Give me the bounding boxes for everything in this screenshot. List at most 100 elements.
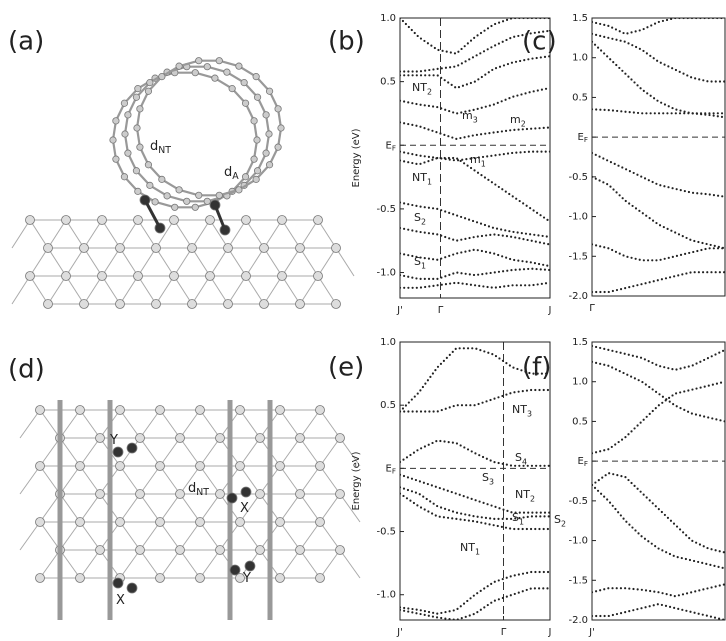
atom [134,216,143,225]
atom [206,272,215,281]
band-annotation-sub: 3 [527,409,532,418]
band-annotation-main: NT [412,171,427,184]
atom [113,447,123,457]
x-tick-label: J' [396,627,403,638]
atom [156,462,165,471]
atom [44,244,53,253]
y-tick-label-main: -1.0 [376,590,396,601]
atom [216,546,225,555]
atom [164,193,170,199]
atom [316,574,325,583]
band-annotation-main: m [462,109,473,122]
y-tick-label-main: -2.0 [568,291,588,302]
panel-label: (b) [328,27,365,57]
atom [62,216,71,225]
atom [216,434,225,443]
band-annotation-main: m [510,113,521,126]
atom [236,63,242,69]
atom [314,272,323,281]
band-annotation-sub: 2 [427,87,432,96]
atom [121,100,127,106]
atom [172,204,178,210]
atom [133,94,139,100]
atom [116,518,125,527]
atom [127,583,137,593]
atom [276,518,285,527]
atom [76,518,85,527]
y-tick-label: -1.5 [568,251,588,262]
atom [134,272,143,281]
panel-label: (c) [522,27,557,57]
atom [253,73,259,79]
y-tick-label: -0.5 [376,204,396,215]
atom [152,300,161,309]
atom [236,406,245,415]
atom [206,216,215,225]
atom [278,272,287,281]
atom [76,406,85,415]
structure-annotation: X [116,593,125,608]
band-annotation-sub: 4 [522,457,527,466]
atom [188,244,197,253]
atom [229,85,235,91]
y-tick-label: -2.0 [568,291,588,302]
atom [260,244,269,253]
y-tick-label: 0.5 [380,77,396,88]
y-tick-label: -0.5 [376,527,396,538]
atom [44,300,53,309]
atom [266,88,272,94]
atom [176,490,185,499]
atom [241,79,247,85]
atom [204,63,210,69]
atom [251,118,257,124]
atom [116,462,125,471]
atom [266,131,272,137]
x-tick-label: J' [396,305,403,316]
atom [96,490,105,499]
atom [188,300,197,309]
structure-annotation-main: X [240,501,249,516]
atom [276,574,285,583]
atom [96,434,105,443]
atom [242,216,251,225]
atom [296,300,305,309]
atom [278,216,287,225]
band-annotation-main: S [554,513,561,526]
atom [145,162,151,168]
atom [159,73,165,79]
atom [254,94,260,100]
atom [36,574,45,583]
atom [147,182,153,188]
band-annotation-main: NT [515,488,530,501]
y-tick-label-main: -1.0 [568,536,588,547]
atom [110,137,116,143]
x-tick-label: Γ [501,627,507,638]
atom [196,574,205,583]
y-tick-label: 0.5 [572,92,588,103]
y-tick-label: 1.0 [380,337,396,348]
atom [332,300,341,309]
y-tick-label-main: 1.0 [572,377,588,388]
atom [147,79,153,85]
atom [275,144,281,150]
band-annotation-main: NT [512,403,527,416]
atom [196,518,205,527]
atom [241,487,251,497]
y-tick-label-main: 1.0 [572,53,588,64]
atom [278,125,284,131]
atom [227,493,237,503]
atom [266,162,272,168]
atom [133,168,139,174]
atom [254,168,260,174]
band-annotation-sub: 1 [475,547,480,556]
x-tick-label: J' [588,627,595,638]
atom [196,462,205,471]
y-axis-label: Energy (eV) [351,128,362,187]
atom [276,462,285,471]
structure-annotation-main: Y [109,433,118,448]
band-annotation-sub: 1 [421,261,426,270]
y-tick-label-sub: F [584,459,588,468]
atom [134,125,140,131]
atom [251,156,257,162]
band-annotation-main: S [515,451,522,464]
